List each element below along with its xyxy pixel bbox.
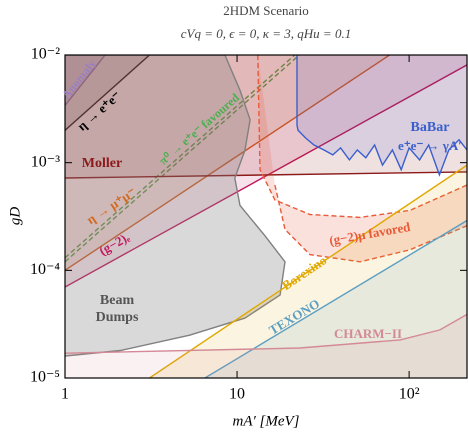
y-tick-label: 10⁻³ <box>31 153 60 170</box>
x-tick-label: 1 <box>61 386 69 403</box>
curve-label: BaBar <box>411 120 450 135</box>
x-tick-label: 10² <box>399 386 420 403</box>
y-tick-label: 10⁻⁵ <box>30 369 60 386</box>
y-axis-label: gD <box>7 207 23 226</box>
curve-label: CHARM−II <box>334 326 402 341</box>
chart-title: 2HDM Scenario <box>223 3 309 18</box>
y-tick-label: 10⁻² <box>31 46 60 63</box>
plot-area <box>65 50 468 383</box>
curve-label: Moller <box>82 156 122 171</box>
x-tick-label: 10 <box>229 386 245 403</box>
x-axis-label: mA′ [MeV] <box>232 413 299 429</box>
curve-label: e⁺e⁻ → γA′ <box>398 138 462 153</box>
y-tick-label: 10⁻⁴ <box>30 261 60 278</box>
chart-subtitle: cVq = 0, ϵ = 0, κ = 3, qHu = 0.1 <box>181 26 351 41</box>
beam-dumps-label: Beam Dumps <box>87 292 147 326</box>
